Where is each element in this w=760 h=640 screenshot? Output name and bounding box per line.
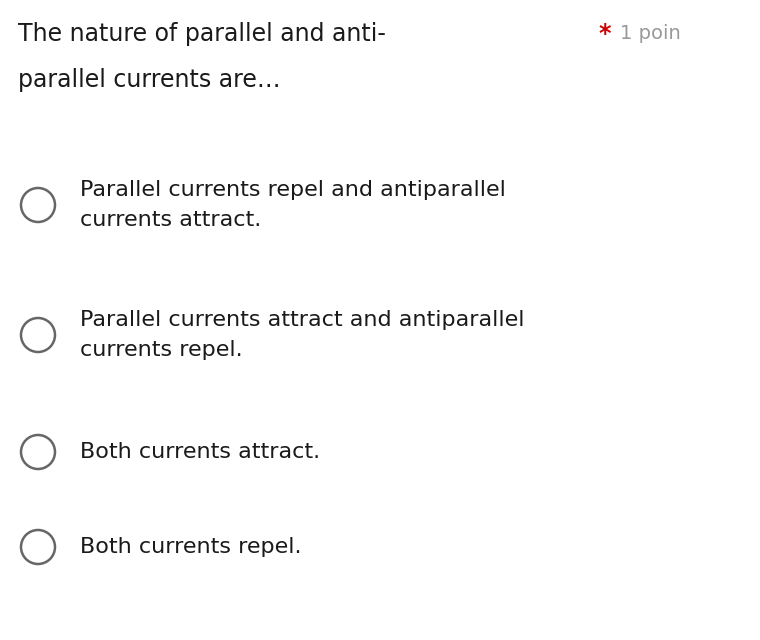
- Text: The nature of parallel and anti-: The nature of parallel and anti-: [18, 22, 386, 46]
- Text: currents repel.: currents repel.: [80, 340, 242, 360]
- Text: Both currents attract.: Both currents attract.: [80, 442, 320, 462]
- Text: *: *: [598, 22, 610, 46]
- Text: 1 poin: 1 poin: [620, 24, 681, 43]
- Text: currents attract.: currents attract.: [80, 211, 261, 230]
- Text: Parallel currents repel and antiparallel: Parallel currents repel and antiparallel: [80, 180, 506, 200]
- Text: Both currents repel.: Both currents repel.: [80, 537, 302, 557]
- Text: Parallel currents attract and antiparallel: Parallel currents attract and antiparall…: [80, 310, 524, 330]
- Text: parallel currents are…: parallel currents are…: [18, 68, 280, 92]
